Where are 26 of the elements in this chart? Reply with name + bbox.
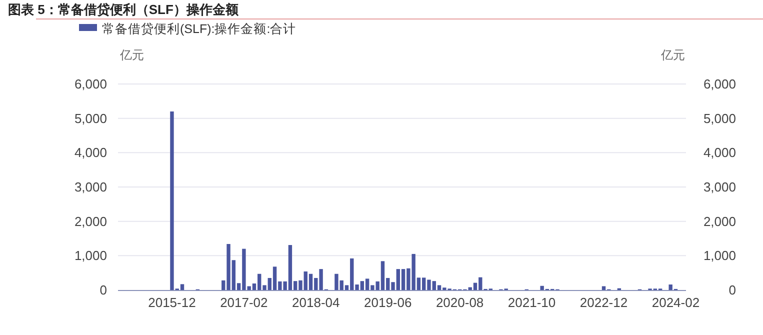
x-tick-label: 2021-10 [508, 295, 556, 310]
y-tick-label: 6,000 [74, 76, 107, 92]
y2-tick-label: 5,000 [703, 110, 736, 126]
y-tick-label: 2,000 [74, 214, 107, 229]
y2-tick-label: 2,000 [703, 214, 736, 229]
y2-tick-label: 4,000 [703, 145, 736, 160]
y-tick-label: 1,000 [74, 248, 107, 264]
x-tick-label: 2020-08 [436, 295, 484, 310]
y2-tick-label: 0 [728, 282, 736, 298]
x-tick-label: 2017-02 [220, 295, 268, 310]
y-tick-label: 0 [100, 282, 107, 298]
y2-tick-label: 1,000 [703, 248, 736, 264]
y2-tick-label: 3,000 [703, 180, 736, 194]
y-tick-label: 3,000 [74, 180, 107, 194]
y-axis-title: 亿元 [119, 48, 144, 62]
x-tick-label: 2018-04 [292, 295, 340, 310]
chart-title: 图表 5：常备借贷便利（SLF）操作金额 [8, 2, 240, 17]
y2-axis-title: 亿元 [660, 48, 685, 62]
x-tick-label: 2022-12 [580, 295, 628, 310]
legend-label: 常备借贷便利(SLF):操作金额:合计 [102, 22, 296, 36]
x-tick-label: 2019-06 [364, 295, 412, 310]
y-tick-label: 5,000 [74, 110, 107, 126]
x-tick-label: 2024-02 [652, 295, 700, 310]
y-tick-label: 4,000 [74, 145, 107, 160]
x-tick-label: 2015-12 [148, 295, 196, 310]
y2-tick-label: 6,000 [703, 76, 736, 92]
